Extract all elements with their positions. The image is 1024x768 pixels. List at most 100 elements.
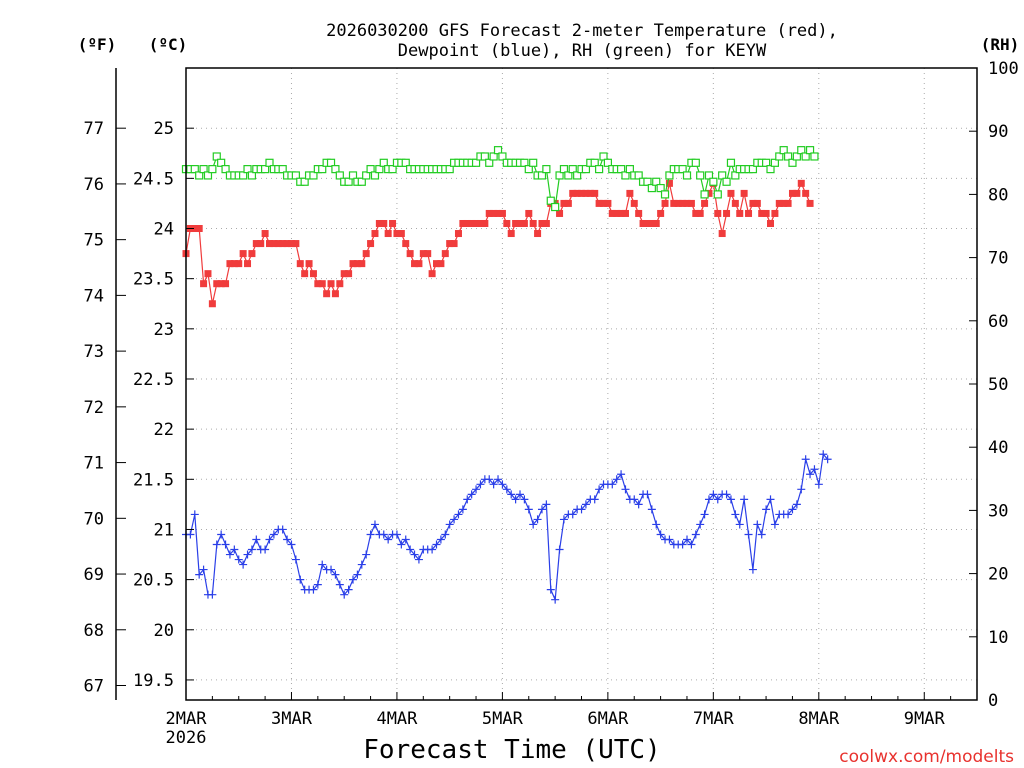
rh-point	[388, 165, 397, 174]
celsius-tick-label: 23.5	[133, 270, 174, 290]
rh-tick-label: 90	[988, 122, 1008, 142]
fahrenheit-tick-label: 75	[84, 231, 104, 251]
dewpoint-point	[344, 585, 353, 594]
2-meter-temperature-point	[727, 189, 735, 197]
2-meter-temperature-point	[490, 209, 498, 217]
dewpoint-point	[766, 495, 775, 504]
celsius-tick-label: 25	[154, 119, 174, 139]
2-meter-temperature-point	[723, 209, 731, 217]
2-meter-temperature-point	[600, 199, 608, 207]
rh-point	[652, 177, 661, 186]
day-tick-label: 9MAR	[904, 709, 946, 729]
dewpoint-point	[318, 560, 327, 569]
rh-point	[762, 158, 771, 167]
rh-point	[370, 171, 380, 180]
rh-point	[660, 190, 670, 199]
2-meter-temperature-point	[266, 240, 274, 248]
dewpoint-point	[340, 590, 349, 599]
rh-point	[195, 171, 204, 180]
celsius-tick-label: 24.5	[133, 169, 174, 189]
2-meter-temperature-point	[257, 240, 265, 248]
2-meter-temperature-point	[784, 199, 792, 207]
dewpoint-point	[797, 485, 806, 494]
2-meter-temperature-point	[670, 199, 678, 207]
dewpoint-point	[537, 505, 546, 514]
2-meter-temperature-point	[498, 209, 506, 217]
2-meter-temperature-point	[358, 260, 366, 268]
x-axis-title: Forecast Time (UTC)	[363, 735, 660, 765]
dewpoint-point	[608, 480, 617, 489]
rh-point	[788, 158, 797, 167]
dewpoint-point	[502, 485, 511, 494]
celsius-tick-label: 22.5	[133, 370, 174, 390]
rh-point	[718, 171, 727, 180]
dewpoint-point	[722, 490, 731, 499]
2-meter-temperature-point	[450, 240, 458, 248]
2-meter-temperature-point	[323, 290, 331, 298]
dewpoint-point	[806, 470, 815, 479]
rh-point	[375, 165, 384, 174]
2-meter-temperature-point	[226, 260, 234, 268]
rh-point	[590, 158, 599, 167]
dewpoint-point	[366, 530, 375, 539]
fahrenheit-tick-label: 73	[84, 342, 104, 362]
2-meter-temperature-point	[529, 219, 537, 227]
2-meter-temperature-point	[595, 199, 603, 207]
fahrenheit-tick-label: 74	[84, 286, 104, 306]
2-meter-temperature-point	[613, 209, 621, 217]
fahrenheit-tick-label: 77	[84, 119, 104, 139]
fahrenheit-tick-label: 72	[84, 398, 104, 418]
day-tick-label: 6MAR	[587, 709, 629, 729]
dewpoint-point	[810, 465, 819, 474]
dewpoint-point	[612, 475, 621, 484]
dewpoint-point	[498, 480, 507, 489]
2-meter-temperature-point	[213, 280, 221, 288]
dewpoint-point	[472, 485, 481, 494]
2-meter-temperature-point	[767, 219, 775, 227]
dewpoint-point	[524, 505, 533, 514]
rh-series	[181, 146, 819, 212]
rh-point	[309, 171, 318, 180]
rh-tick-label: 30	[988, 501, 1008, 521]
dewpoint-point	[581, 500, 590, 509]
rh-point	[748, 165, 758, 174]
dewpoint-point	[199, 565, 208, 574]
dewpoint-point	[630, 495, 639, 504]
rh-tick-label: 10	[988, 628, 1008, 648]
2-meter-temperature-point	[353, 260, 361, 268]
rh-point	[682, 171, 692, 180]
2-meter-temperature-point	[345, 270, 353, 278]
rh-point	[221, 165, 230, 174]
dewpoint-point	[542, 500, 551, 509]
dewpoint-point	[401, 535, 410, 544]
data-series	[181, 146, 832, 604]
2-meter-temperature-point	[235, 260, 243, 268]
2-meter-temperature-point	[639, 219, 647, 227]
2-meter-temperature-point	[753, 199, 761, 207]
2-meter-temperature-point	[389, 219, 397, 227]
rh-point	[696, 171, 705, 180]
rh-point	[190, 165, 199, 174]
rh-point	[647, 183, 656, 193]
2-meter-temperature-point	[762, 209, 770, 217]
2-meter-temperature-point	[384, 230, 392, 238]
dewpoint-point	[384, 535, 393, 544]
celsius-tick-label: 22	[154, 420, 174, 440]
rh-point	[261, 165, 270, 174]
2-meter-temperature-point	[380, 219, 388, 227]
2-meter-temperature-point	[252, 240, 260, 248]
rh-point	[326, 158, 336, 167]
dewpoint-point	[349, 575, 358, 584]
dewpoint-point	[577, 505, 586, 514]
rh-point	[779, 146, 788, 155]
rh-point	[217, 158, 226, 167]
dewpoint-point	[700, 510, 709, 519]
dewpoint-point	[656, 530, 665, 539]
rh-point	[621, 171, 630, 180]
2-meter-temperature-point	[248, 250, 256, 258]
2-meter-temperature-point	[494, 209, 502, 217]
2-meter-temperature-point	[788, 189, 796, 197]
dewpoint-point	[313, 580, 322, 589]
2-meter-temperature-point	[463, 219, 471, 227]
2-meter-temperature-point	[375, 219, 383, 227]
